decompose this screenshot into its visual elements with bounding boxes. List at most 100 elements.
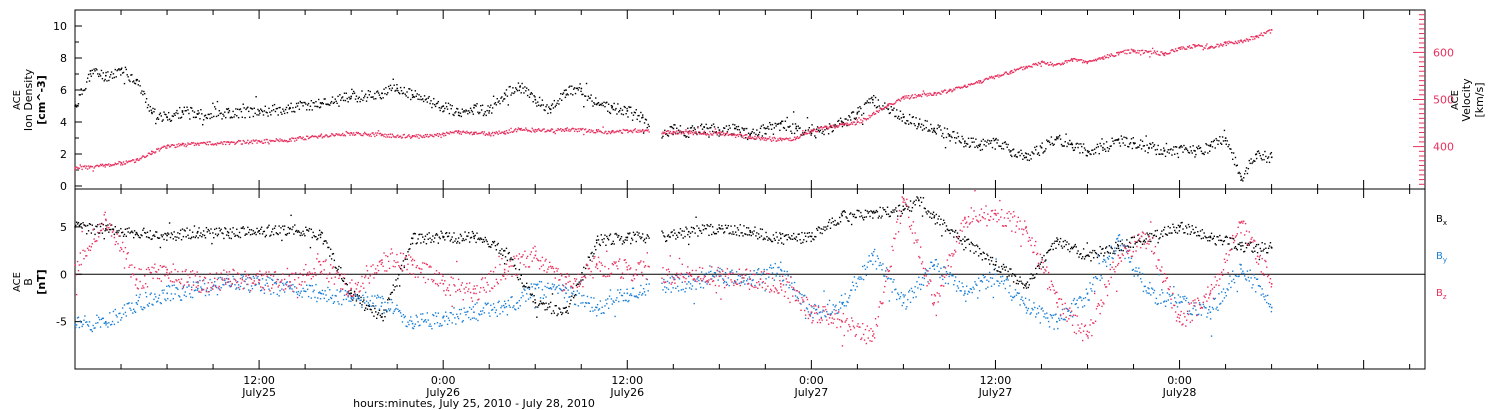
bx-point	[561, 313, 563, 316]
bx-point	[553, 312, 556, 314]
velocity-point	[594, 131, 596, 134]
density-point	[121, 67, 123, 69]
bx-point	[1126, 239, 1128, 241]
bx-point	[569, 302, 571, 305]
density-point	[93, 68, 95, 70]
density-point	[1148, 146, 1150, 149]
density-point	[595, 97, 597, 99]
bx-point	[1141, 243, 1144, 245]
bx-point	[920, 201, 923, 203]
by-point	[451, 322, 453, 324]
by-point	[806, 308, 809, 310]
bx-point	[1051, 243, 1054, 245]
bx-point	[1056, 237, 1058, 239]
by-point	[180, 299, 183, 301]
bx-point	[163, 238, 165, 241]
bx-point	[296, 231, 299, 233]
density-point	[1068, 143, 1070, 146]
by-point	[113, 323, 116, 326]
by-point	[446, 323, 449, 326]
bx-point	[1269, 242, 1272, 244]
velocity-point	[286, 141, 289, 143]
density-point	[504, 94, 507, 96]
bx-point	[109, 228, 111, 231]
density-point	[971, 141, 973, 143]
bx-point	[904, 207, 906, 210]
by-point	[763, 268, 765, 271]
density-point	[933, 130, 936, 132]
by-point	[138, 296, 140, 299]
by-point	[399, 312, 402, 314]
by-point	[814, 303, 816, 306]
by-point	[494, 311, 497, 314]
bx-point	[86, 224, 89, 227]
velocity-point	[1107, 56, 1110, 59]
bx-point	[872, 211, 874, 214]
velocity-point	[999, 74, 1001, 77]
velocity-point	[820, 126, 822, 128]
velocity-point	[341, 132, 344, 135]
by-point	[137, 300, 139, 302]
bx-point	[877, 217, 880, 219]
density-point	[946, 128, 949, 130]
density-point	[863, 103, 866, 106]
density-point	[747, 132, 750, 134]
density-point	[1229, 148, 1231, 150]
density-point	[126, 74, 128, 76]
by-point	[612, 300, 614, 302]
bx-point	[988, 259, 990, 261]
density-point	[167, 111, 170, 114]
velocity-point	[1026, 67, 1029, 69]
bx-point	[266, 227, 268, 229]
bx-point	[197, 237, 199, 239]
velocity-point	[864, 118, 867, 120]
density-point	[952, 131, 954, 133]
bx-point	[1270, 247, 1273, 249]
velocity-point	[491, 132, 493, 135]
by-point	[491, 309, 493, 311]
bx-point	[626, 236, 629, 239]
velocity-point	[685, 129, 687, 131]
density-point	[1093, 148, 1096, 150]
by-point	[322, 293, 325, 295]
by-point	[442, 317, 444, 319]
density-point	[1228, 143, 1230, 146]
density-point	[310, 99, 313, 102]
density-point	[455, 111, 457, 113]
density-point	[648, 125, 650, 128]
bx-point	[329, 248, 332, 250]
velocity-point	[1083, 61, 1086, 64]
bx-point	[275, 232, 278, 234]
density-point	[943, 127, 946, 129]
density-point	[259, 112, 261, 114]
velocity-point	[1176, 49, 1179, 52]
density-point	[541, 99, 544, 101]
bx-point	[1090, 260, 1092, 262]
bx-point	[605, 244, 607, 247]
bx-point	[559, 308, 561, 310]
bx-point	[212, 232, 214, 234]
velocity-point	[186, 144, 188, 146]
bx-point	[436, 234, 439, 236]
velocity-point	[1143, 52, 1146, 54]
velocity-point	[1022, 68, 1024, 71]
velocity-point	[729, 133, 731, 136]
density-point	[402, 92, 405, 94]
velocity-point	[308, 137, 311, 139]
bx-point	[769, 239, 772, 241]
density-point	[1230, 148, 1232, 150]
velocity-point	[520, 127, 522, 130]
density-point	[783, 127, 786, 129]
bx-point	[422, 241, 425, 243]
density-point	[1007, 143, 1009, 146]
density-point	[472, 113, 475, 115]
by-point	[387, 302, 389, 304]
density-point	[628, 106, 630, 108]
velocity-point	[111, 164, 114, 166]
velocity-point	[225, 141, 228, 143]
density-point	[1213, 139, 1216, 142]
by-point	[379, 296, 382, 299]
density-point	[867, 101, 869, 104]
bx-point	[674, 232, 676, 234]
density-point	[1079, 152, 1081, 154]
